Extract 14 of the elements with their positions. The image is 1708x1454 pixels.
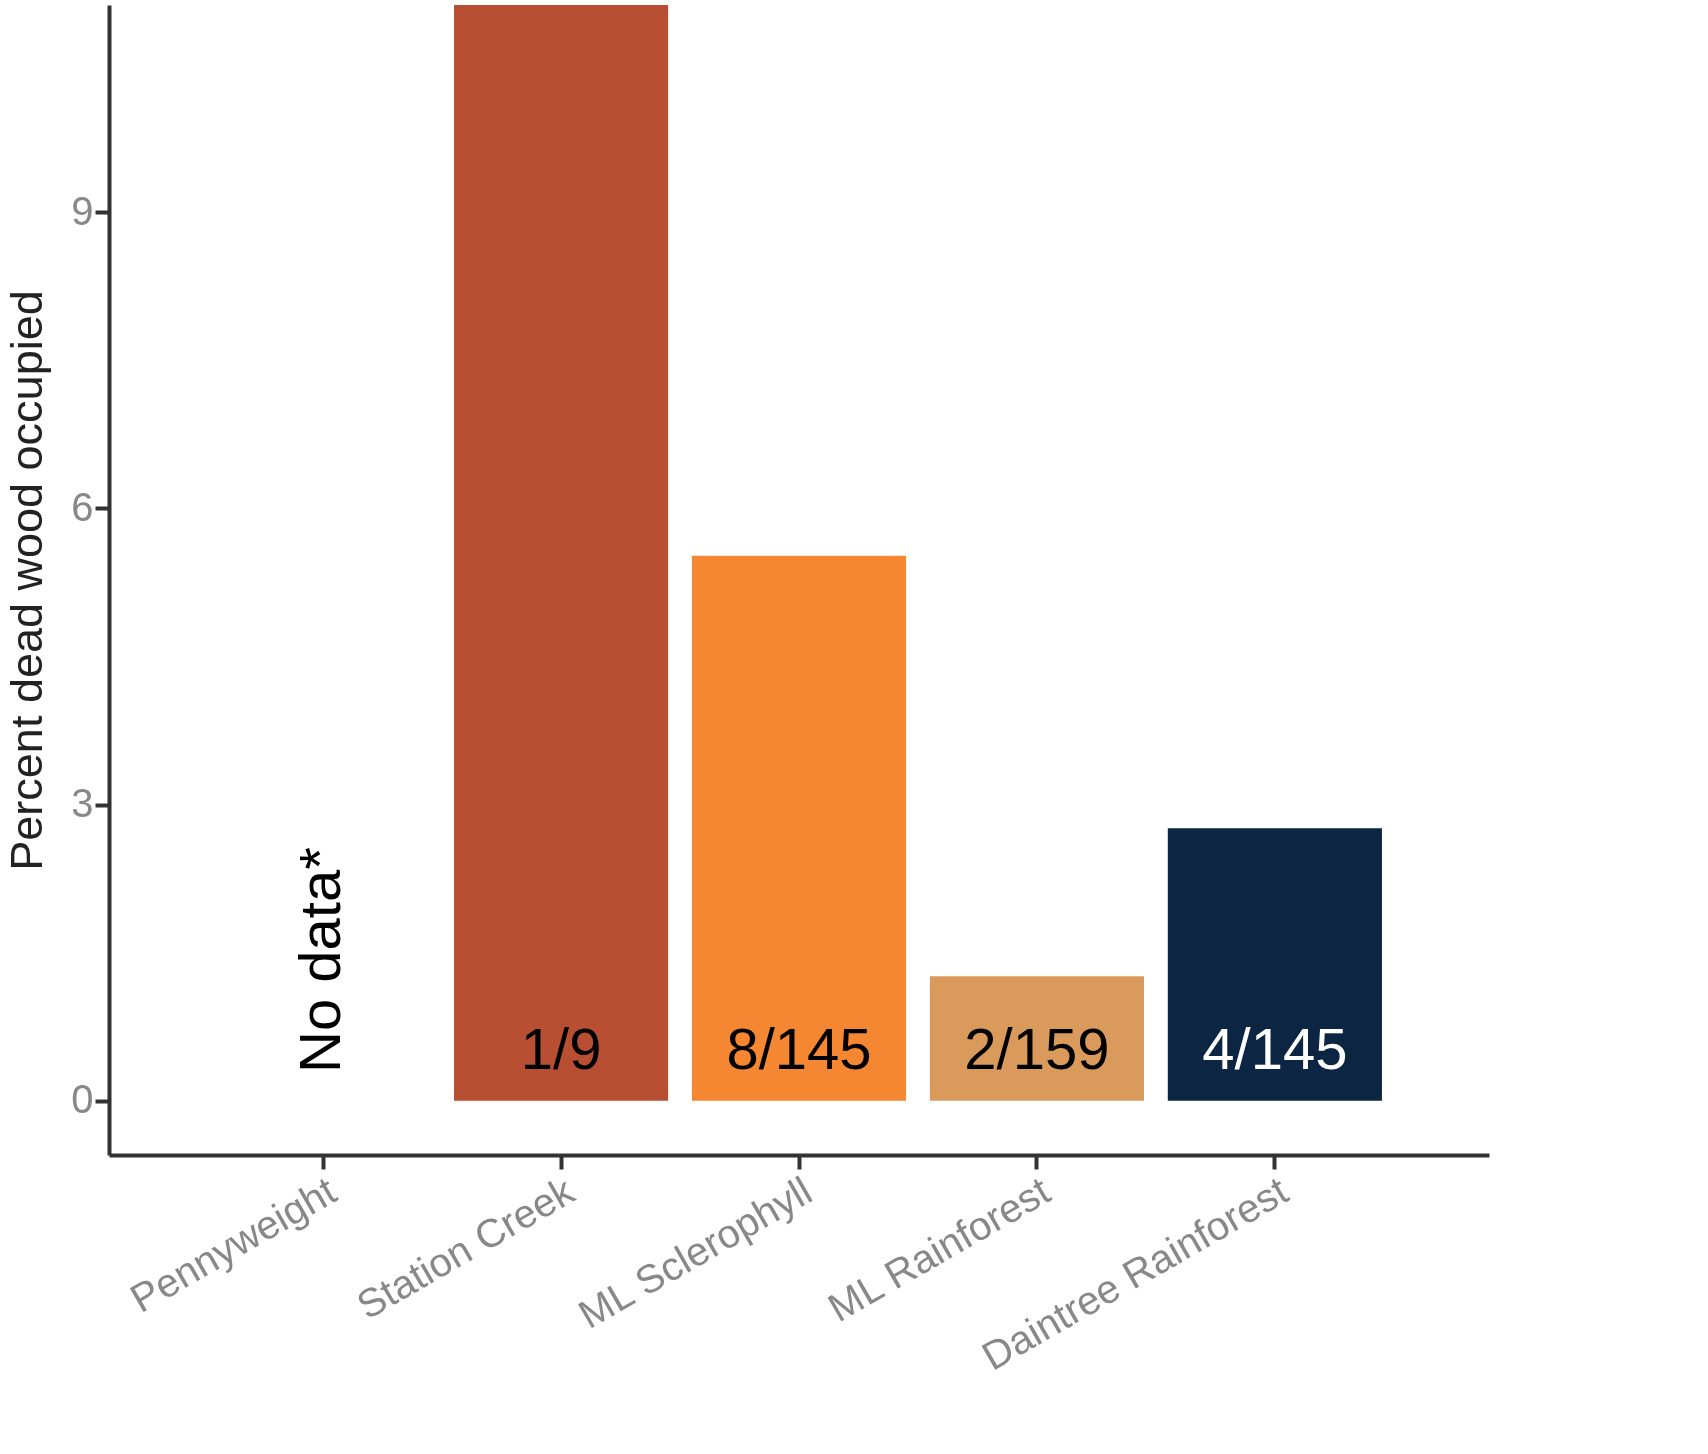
y-tick-label: 0: [71, 1077, 94, 1122]
data-label: 4/145: [1202, 1015, 1348, 1081]
data-label: 1/9: [520, 1015, 602, 1081]
data-label: 8/145: [726, 1015, 872, 1081]
y-tick-label: 9: [71, 188, 94, 233]
annotation: No data*: [287, 847, 353, 1073]
bar: [1167, 828, 1382, 1101]
bar: [929, 976, 1144, 1101]
y-tick-label: 6: [71, 484, 94, 529]
y-tick-label: 3: [71, 781, 94, 826]
y-axis-title: Percent dead wood occupied: [1, 290, 53, 871]
bar: [691, 555, 907, 1101]
bar: [454, 5, 669, 1101]
data-label: 2/159: [964, 1015, 1110, 1081]
